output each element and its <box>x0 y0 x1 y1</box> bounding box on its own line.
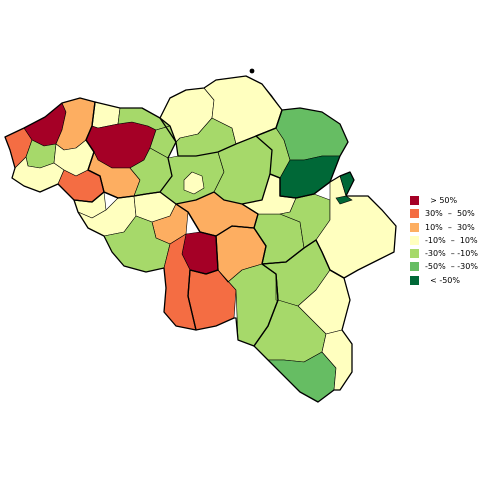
legend-swatch <box>410 222 419 232</box>
legend-label: 10% – 30% <box>425 222 475 232</box>
legend-item: -50% – -30% <box>407 261 478 274</box>
province-borders <box>4 75 397 403</box>
legend-swatch <box>410 209 419 219</box>
legend-swatch <box>410 196 419 205</box>
district-verviers <box>315 175 397 279</box>
legend-swatch <box>410 262 419 272</box>
enclave-marker <box>249 68 255 74</box>
legend-swatch <box>410 275 419 285</box>
legend-item: < -50% <box>407 275 477 288</box>
legend-item: 30% – 50% <box>407 208 477 221</box>
district-brussel <box>183 171 205 195</box>
legend-item: -30% – -10% <box>407 248 478 261</box>
legend-item: -10% – 10% <box>407 235 478 248</box>
legend-label: -50% – -30% <box>425 262 478 272</box>
map-legend: > 50% 30% – 50% 10% – 30% -10% – 10% -30… <box>407 195 478 288</box>
legend-item: 10% – 30% <box>407 222 477 235</box>
legend-label: 30% – 50% <box>425 209 475 219</box>
legend-swatch <box>410 235 419 245</box>
eastern-enclave <box>335 195 353 205</box>
legend-swatch <box>410 249 419 259</box>
legend-item: > 50% <box>407 195 477 208</box>
district-eeklo <box>91 101 121 129</box>
legend-label: < -50% <box>425 275 460 285</box>
legend-label: > 50% <box>425 196 458 205</box>
legend-label: -30% – -10% <box>425 249 478 259</box>
legend-label: -10% – 10% <box>425 235 478 245</box>
